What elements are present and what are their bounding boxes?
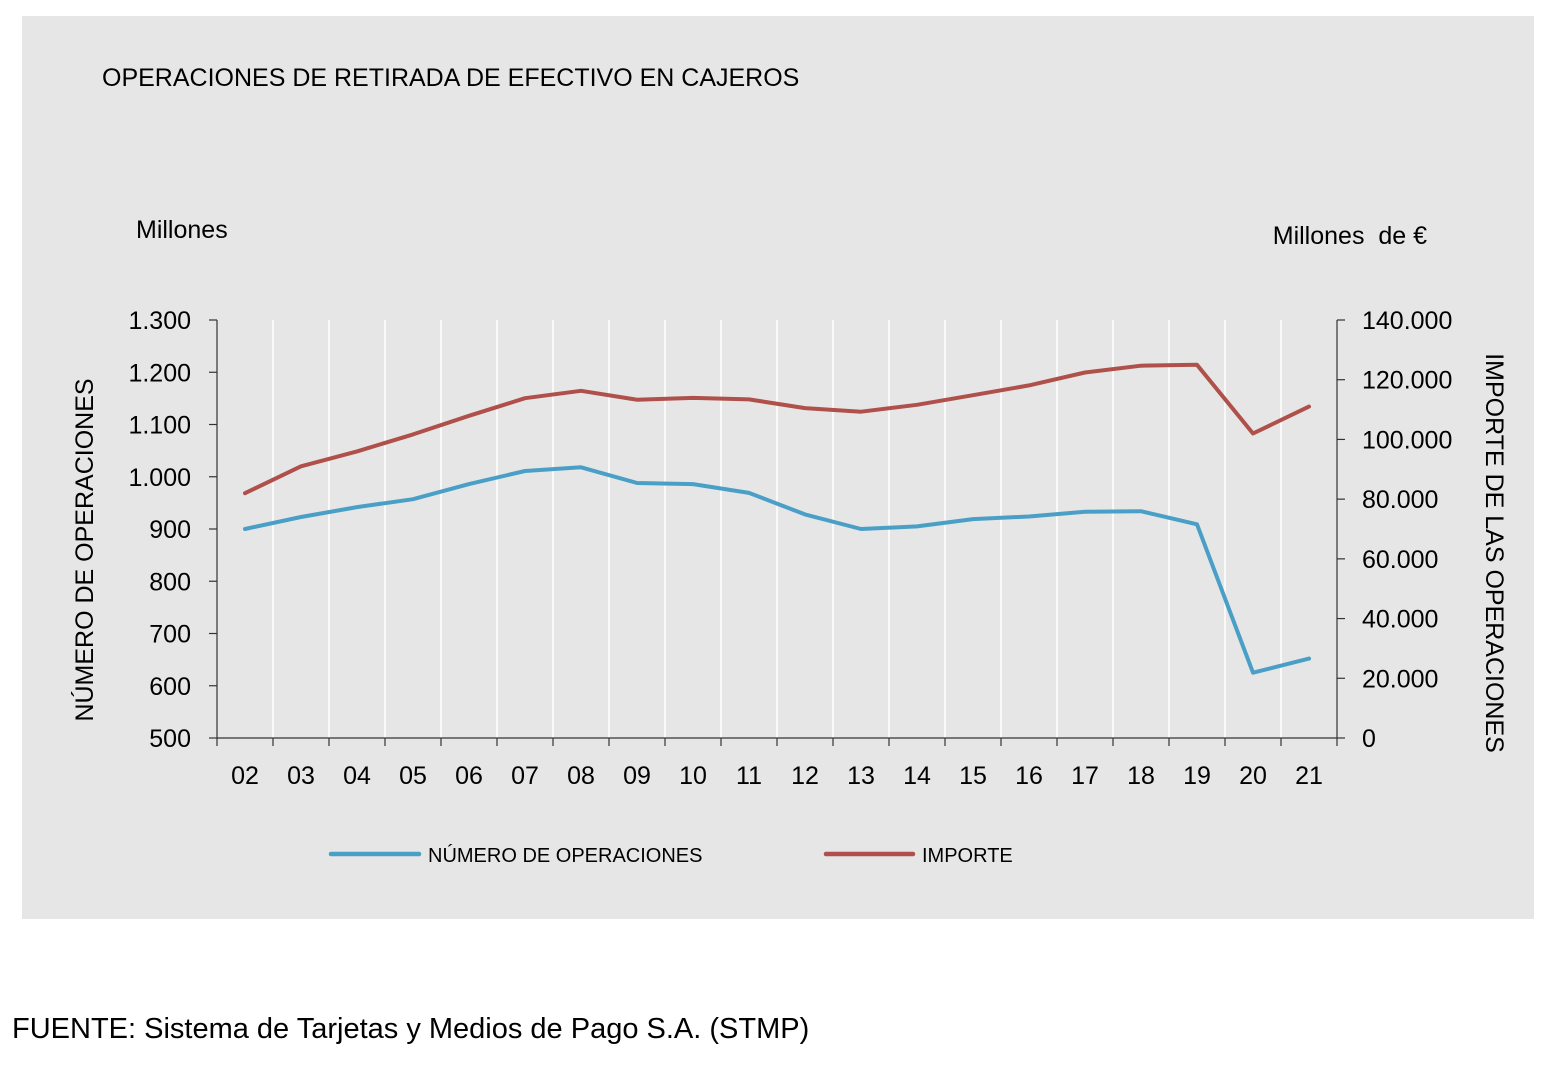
y-tick-label: 1.300 xyxy=(128,307,191,335)
source-note: FUENTE: Sistema de Tarjetas y Medios de … xyxy=(12,1013,810,1045)
y-tick-label: 600 xyxy=(149,673,191,701)
series-line-operaciones xyxy=(243,465,1311,675)
x-tick-label: 09 xyxy=(623,762,651,790)
y2-tick-label: 100.000 xyxy=(1362,426,1452,454)
x-tick-label: 13 xyxy=(847,762,875,790)
legend: NÚMERO DE OPERACIONES IMPORTE xyxy=(328,844,1013,867)
series xyxy=(243,362,1311,675)
x-tick-label: 10 xyxy=(679,762,707,790)
left-axis-title: NÚMERO DE OPERACIONES xyxy=(70,378,99,721)
x-tick-label: 04 xyxy=(343,762,371,790)
x-tick-label: 17 xyxy=(1071,762,1099,790)
x-tick-label: 20 xyxy=(1239,762,1267,790)
legend-label: NÚMERO DE OPERACIONES xyxy=(428,844,702,867)
x-tick-label: 05 xyxy=(399,762,427,790)
x-tick-label: 16 xyxy=(1015,762,1043,790)
x-tick-label: 02 xyxy=(231,762,259,790)
x-tick-label: 21 xyxy=(1295,762,1323,790)
chart-title: OPERACIONES DE RETIRADA DE EFECTIVO EN C… xyxy=(102,64,799,92)
right-axis-title: IMPORTE DE LAS OPERACIONES xyxy=(1480,353,1508,753)
chart-panel xyxy=(22,16,1534,919)
y2-tick-label: 20.000 xyxy=(1362,665,1438,693)
y2-tick-label: 120.000 xyxy=(1362,367,1452,395)
y-tick-label: 700 xyxy=(149,621,191,649)
y2-tick-label: 40.000 xyxy=(1362,606,1438,634)
x-tick-label: 06 xyxy=(455,762,483,790)
x-tick-label: 14 xyxy=(903,762,931,790)
x-tick-label: 11 xyxy=(736,762,762,790)
y2-tick-label: 0 xyxy=(1362,725,1376,753)
x-tick-label: 19 xyxy=(1183,762,1211,790)
series-line-importe xyxy=(243,362,1311,496)
x-tick-label: 15 xyxy=(959,762,987,790)
y-tick-label: 1.200 xyxy=(128,359,191,387)
y2-tick-label: 140.000 xyxy=(1362,307,1452,335)
axes: 02 03 04 05 06 07 08 09 10 11 12 13 14 15 16 17 18 19 20 21… xyxy=(128,307,1452,790)
x-tick-label: 18 xyxy=(1127,762,1155,790)
legend-label: IMPORTE xyxy=(922,845,1013,867)
right-unit-label: Millones de € xyxy=(1273,222,1427,250)
grid xyxy=(272,320,1282,738)
y-tick-label: 1.000 xyxy=(128,464,191,492)
x-tick-label: 03 xyxy=(287,762,315,790)
y-tick-label: 500 xyxy=(149,725,191,753)
y2-tick-label: 80.000 xyxy=(1362,486,1438,514)
y-tick-label: 1.100 xyxy=(128,412,191,440)
y-tick-label: 800 xyxy=(149,568,191,596)
y-tick-label: 900 xyxy=(149,516,191,544)
x-tick-label: 12 xyxy=(791,762,819,790)
x-tick-label: 08 xyxy=(567,762,595,790)
y2-tick-label: 60.000 xyxy=(1362,546,1438,574)
left-unit-label: Millones xyxy=(136,216,228,244)
x-tick-label: 07 xyxy=(511,762,539,790)
